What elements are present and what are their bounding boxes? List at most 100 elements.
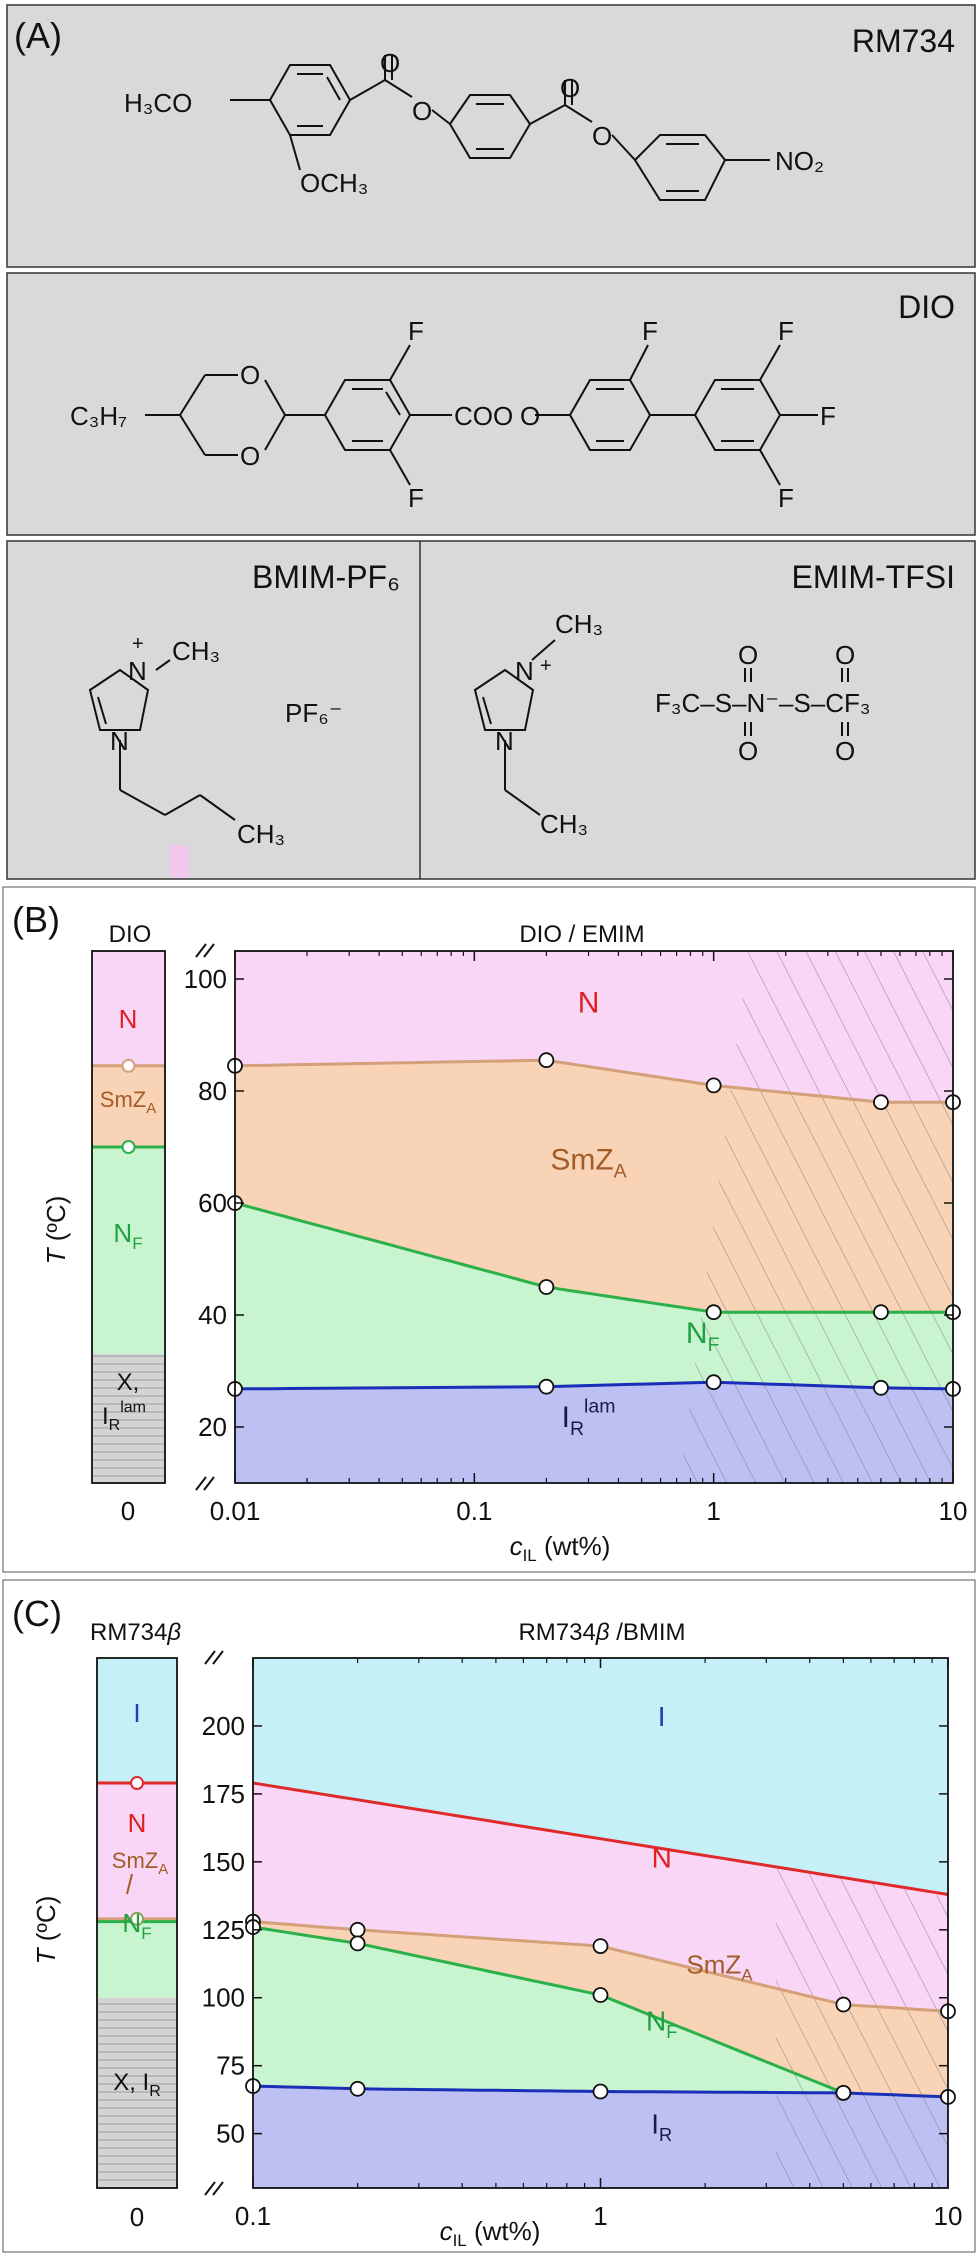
bmim-n: N <box>110 726 129 756</box>
y-tick-label: 75 <box>216 2051 245 2081</box>
panel-a-label: (A) <box>14 15 62 56</box>
strip-c-border <box>96 1657 178 2189</box>
plot-frame <box>234 950 954 1484</box>
dio-f1: F <box>408 316 424 346</box>
data-point <box>349 1935 366 1952</box>
strip-c-point-1 <box>130 1776 144 1791</box>
y-tick-label: 60 <box>198 1188 227 1218</box>
strip-b-x-tick: 0 <box>121 1496 135 1526</box>
phase-label: I <box>658 1701 666 1732</box>
x-tick-label: 1 <box>706 1496 720 1526</box>
bmim-n-plus: N <box>128 656 147 686</box>
data-point <box>873 1304 889 1321</box>
data-point <box>538 1279 555 1295</box>
panel-b-right-title: DIO / EMIM <box>519 921 644 948</box>
y-tick-label: 200 <box>202 1711 245 1741</box>
il-box <box>6 540 976 880</box>
panel-c-label: (C) <box>12 1593 62 1634</box>
data-point <box>592 2083 609 2100</box>
dio-box <box>6 272 976 536</box>
panel-b-left-title: DIO <box>109 921 152 948</box>
phase-label: NF <box>646 2005 677 2042</box>
y-tick-label: 100 <box>202 1983 245 2013</box>
x-tick-label: 1 <box>593 2201 607 2231</box>
data-point <box>835 2084 852 2101</box>
panel-c-plot: I N SmZA NF IR 50 75 100 125 150 175 200 0.1 1 10 <box>202 1657 963 2231</box>
phase-label: SmZA <box>686 1949 753 1984</box>
y-tick-label: 100 <box>184 964 227 994</box>
rm734-h3co: H₃CO <box>124 88 192 118</box>
panel-c-left-title: RM734β <box>90 1619 181 1646</box>
phase-label: IR <box>651 2109 672 2146</box>
panel-b-label: (B) <box>12 899 60 940</box>
dio-c3h7: C₃H₇ <box>70 401 127 431</box>
emim-o4: O <box>835 736 855 766</box>
y-tick-label: 150 <box>202 1847 245 1877</box>
hatched-region <box>776 1861 948 2188</box>
strip-c-nf <box>97 1921 177 1998</box>
dio-title: DIO <box>898 289 955 325</box>
panel-c: (C) RM734β RM734β /BMIM I N SmZA NF X, I… <box>2 1579 976 2253</box>
emim-o1: O <box>738 640 758 670</box>
bmim-title: BMIM-PF₆ <box>252 559 400 595</box>
strip-b-n <box>92 951 165 1066</box>
rm734-och3: OCH₃ <box>300 168 368 198</box>
bmim-plus: + <box>132 633 144 655</box>
emim-o3: O <box>835 640 855 670</box>
dio-f6: F <box>778 483 794 513</box>
dio-f4: F <box>778 316 794 346</box>
region-ir <box>253 2086 948 2188</box>
dio-f5: F <box>820 401 836 431</box>
bmim-pf6: PF₆⁻ <box>285 698 342 728</box>
strip-c-x <box>97 1997 177 2188</box>
panel-a: (A) RM734 <box>6 4 976 880</box>
bmim-marker <box>170 845 189 878</box>
bmim-ch3-top: CH₃ <box>172 636 220 666</box>
data-point <box>835 1996 852 2013</box>
strip-c-i-label: I <box>133 1698 140 1728</box>
strip-b-n-label: N <box>119 1004 138 1034</box>
data-point <box>705 1374 722 1391</box>
panel-b: (B) DIO DIO / EMIM N SmZA NF X, IRlam 0 … <box>2 886 976 1573</box>
dio-f2: F <box>408 483 424 513</box>
dio-o1: O <box>240 360 260 390</box>
emim-structure <box>473 639 556 816</box>
region-smza <box>253 1921 948 2097</box>
panel-b-axis-break <box>195 943 215 1491</box>
emim-title: EMIM-TFSI <box>791 559 955 595</box>
boundary-line-0 <box>234 1058 953 1104</box>
x-tick-label: 10 <box>939 1496 968 1526</box>
dio-o3: O <box>520 401 540 431</box>
y-tick-label: 125 <box>202 1915 245 1945</box>
strip-b-border <box>91 950 166 1484</box>
phase-label: N <box>652 1842 672 1873</box>
data-point <box>873 1379 889 1396</box>
y-tick-label: 50 <box>216 2119 245 2149</box>
x-tick-label: 10 <box>934 2201 963 2231</box>
dio-coo: COO <box>454 401 513 431</box>
region-nf <box>253 1927 948 2097</box>
panel-c-right-title: RM734β /BMIM <box>518 1619 685 1646</box>
y-tick-label: 80 <box>198 1076 227 1106</box>
dio-o2: O <box>240 441 260 471</box>
panel-c-xlabel: cIL (wt%) <box>440 2216 541 2250</box>
data-point <box>592 1987 609 2003</box>
emim-anion-oxygens <box>744 668 849 736</box>
emim-anion: F₃C–S–N⁻–S–CF₃ <box>655 688 871 718</box>
x-tick-label: 0.01 <box>210 1496 261 1526</box>
data-point <box>705 1077 722 1094</box>
y-tick-label: 40 <box>198 1300 227 1330</box>
rm734-box <box>6 4 976 268</box>
strip-c-point-2 <box>130 1911 144 1926</box>
rm734-o2: O <box>412 96 432 126</box>
emim-n-plus: N <box>515 656 534 686</box>
strip-b-smza <box>92 1065 165 1147</box>
rm734-structure <box>230 55 770 201</box>
rm734-o3: O <box>560 73 580 103</box>
data-point <box>349 1921 366 1938</box>
emim-n: N <box>495 726 514 756</box>
phase-label: SmZA <box>550 1143 626 1182</box>
panel-c-pure-strip: I N SmZA NF X, IR 0 <box>96 1657 178 2232</box>
panel-b-ylabel: T (ºC) <box>41 1196 71 1265</box>
